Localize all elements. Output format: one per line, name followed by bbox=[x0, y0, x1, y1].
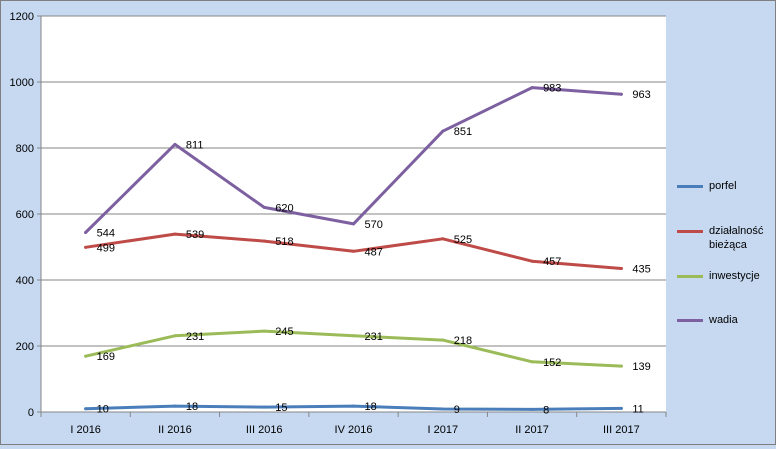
data-point bbox=[173, 142, 177, 146]
data-label: 8 bbox=[543, 404, 549, 416]
data-point bbox=[173, 232, 177, 236]
data-point bbox=[619, 406, 623, 410]
x-tick-label: III 2016 bbox=[246, 424, 283, 436]
x-tick-label: I 2017 bbox=[427, 424, 458, 436]
data-point bbox=[352, 222, 355, 226]
data-point bbox=[84, 245, 88, 249]
legend-swatch bbox=[677, 230, 703, 233]
data-label: 218 bbox=[454, 335, 472, 347]
data-point bbox=[84, 354, 88, 358]
data-label: 983 bbox=[543, 83, 561, 95]
data-label: 518 bbox=[275, 236, 293, 248]
data-label: 18 bbox=[365, 401, 377, 413]
data-point bbox=[530, 407, 534, 411]
data-label: 231 bbox=[186, 331, 204, 343]
data-point bbox=[619, 364, 623, 368]
x-tick-label: II 2016 bbox=[158, 424, 192, 436]
data-point bbox=[262, 405, 266, 409]
data-point bbox=[173, 334, 177, 338]
data-point bbox=[441, 237, 445, 241]
data-point bbox=[84, 407, 88, 411]
data-label: 851 bbox=[454, 126, 472, 138]
legend-swatch bbox=[677, 275, 703, 278]
data-label: 15 bbox=[275, 402, 287, 414]
legend-swatch bbox=[677, 319, 703, 322]
data-point bbox=[84, 230, 88, 234]
y-tick-label: 200 bbox=[16, 341, 34, 353]
data-label: 499 bbox=[97, 242, 115, 254]
y-tick-label: 1200 bbox=[10, 11, 34, 23]
legend-item: działalność bieżąca bbox=[677, 224, 773, 252]
data-label: 245 bbox=[275, 326, 293, 338]
data-point bbox=[352, 404, 355, 408]
data-point bbox=[352, 249, 355, 253]
y-tick-label: 600 bbox=[16, 209, 34, 221]
legend-item: porfel bbox=[677, 179, 773, 193]
data-point bbox=[530, 86, 534, 90]
data-point bbox=[441, 338, 445, 342]
data-label: 9 bbox=[454, 404, 460, 416]
y-tick-label: 800 bbox=[16, 143, 34, 155]
data-label: 811 bbox=[186, 139, 204, 151]
data-point bbox=[530, 360, 534, 364]
x-tick-label: I 2016 bbox=[70, 424, 101, 436]
data-label: 231 bbox=[365, 331, 383, 343]
y-tick-label: 1000 bbox=[10, 77, 34, 89]
data-point bbox=[262, 239, 266, 243]
data-point bbox=[262, 205, 266, 209]
data-point bbox=[619, 266, 623, 270]
x-tick-label: III 2017 bbox=[603, 424, 640, 436]
data-point bbox=[530, 259, 534, 263]
legend-item: inwestycje bbox=[677, 269, 773, 283]
data-point bbox=[262, 329, 266, 333]
y-tick-label: 400 bbox=[16, 275, 34, 287]
data-label: 10 bbox=[97, 404, 109, 416]
legend-swatch bbox=[677, 185, 703, 188]
data-point bbox=[441, 407, 445, 411]
series-lines bbox=[84, 86, 623, 411]
legend-label: inwestycje bbox=[709, 270, 760, 282]
data-label: 457 bbox=[543, 256, 561, 268]
y-tick-label: 0 bbox=[28, 407, 34, 419]
legend-label: porfel bbox=[709, 180, 737, 192]
data-label: 544 bbox=[97, 227, 115, 239]
data-label: 539 bbox=[186, 229, 204, 241]
axes: 0 200 400 600 800 1000 1200 I 2016 II 2016 III 20… bbox=[10, 11, 667, 436]
data-label: 152 bbox=[543, 357, 561, 369]
data-label: 963 bbox=[632, 89, 650, 101]
x-tick-label: II 2017 bbox=[515, 424, 549, 436]
data-point bbox=[441, 129, 445, 133]
data-point bbox=[352, 334, 355, 338]
legend-label: wadia bbox=[709, 314, 738, 326]
data-label: 620 bbox=[275, 202, 293, 214]
data-label: 139 bbox=[632, 361, 650, 373]
data-label: 570 bbox=[365, 219, 383, 231]
x-tick-label: IV 2016 bbox=[335, 424, 373, 436]
data-point bbox=[619, 92, 623, 96]
data-label: 11 bbox=[632, 403, 643, 415]
legend-item: wadia bbox=[677, 313, 773, 327]
data-label: 487 bbox=[365, 246, 383, 258]
data-label: 18 bbox=[186, 401, 198, 413]
data-label: 525 bbox=[454, 234, 472, 246]
legend-label: działalność bieżąca bbox=[709, 225, 764, 251]
data-label: 169 bbox=[97, 351, 115, 363]
data-point bbox=[173, 404, 177, 408]
data-label: 435 bbox=[632, 263, 650, 275]
gridlines bbox=[41, 15, 666, 347]
